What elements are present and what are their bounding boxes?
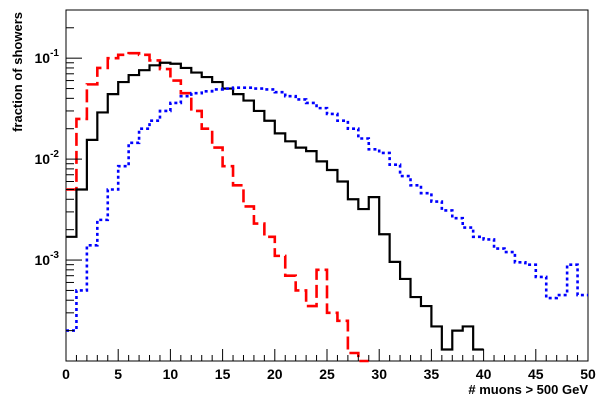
plot-frame (65, 9, 589, 362)
x-tick-label: 35 (424, 366, 440, 382)
x-tick-label: 20 (267, 366, 283, 382)
x-tick-label: 15 (215, 366, 231, 382)
x-tick-label: 25 (319, 366, 335, 382)
x-tick-label: 45 (528, 366, 544, 382)
x-tick-label: 50 (580, 366, 596, 382)
axis-layer: 0 5 10 15 20 25 30 35 40 45 50 10-1 10-2 10-3 (35, 9, 596, 382)
x-tick-label: 40 (476, 366, 492, 382)
x-axis-title: # muons > 500 GeV (468, 382, 588, 397)
y-tick-label: 10-1 (35, 48, 60, 66)
series-layer (66, 51, 588, 363)
x-tick-label: 30 (371, 366, 387, 382)
y-tick-label: 10-3 (35, 250, 60, 268)
series-1-line (66, 61, 484, 351)
series-0-line (66, 51, 369, 363)
y-axis-title: fraction of showers (10, 12, 25, 132)
x-tick-label: 10 (163, 366, 179, 382)
series-2-line (66, 86, 588, 332)
y-tick-label: 10-2 (35, 149, 60, 167)
x-tick-label: 5 (114, 366, 122, 382)
x-tick-label: 0 (62, 366, 70, 382)
